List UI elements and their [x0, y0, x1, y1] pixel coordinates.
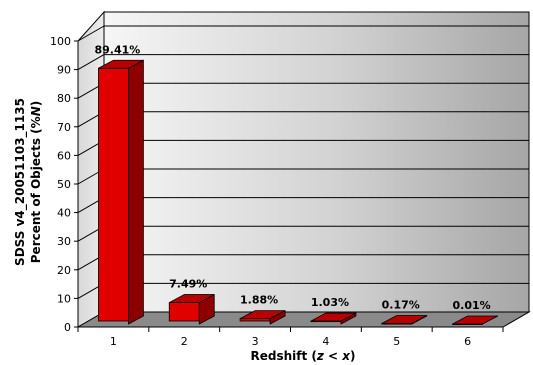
- y-tick-label: 90: [57, 64, 71, 77]
- y-tick-label: 30: [57, 235, 71, 248]
- data-label: 1.03%: [311, 296, 349, 309]
- bar: [381, 314, 428, 325]
- y-axis-title-part-1: Percent of Objects (%: [29, 116, 43, 263]
- x-axis-title-part-3: <: [324, 349, 342, 363]
- x-axis-title-part-4: x: [341, 349, 351, 363]
- data-label: 1.88%: [240, 294, 278, 307]
- y-tick-label: 100: [50, 35, 71, 48]
- back-wall: [103, 11, 530, 313]
- y-tick-label: 70: [57, 121, 71, 134]
- data-label: 0.01%: [452, 299, 490, 312]
- bar-front: [98, 67, 129, 322]
- bar-top: [452, 315, 498, 325]
- bar-top: [239, 310, 286, 320]
- y-tick-label: 60: [57, 149, 71, 162]
- data-labels: 89.41% 7.49% 1.88% 1.03% 0.17% 0.01%: [95, 43, 491, 312]
- y-tick-label: 0: [64, 321, 71, 334]
- bar-top: [310, 312, 357, 322]
- x-tick-label: 1: [110, 335, 117, 348]
- x-tick-label: 5: [393, 335, 400, 348]
- y-tick-label: 50: [57, 178, 71, 191]
- y-axis-title-line1: SDSS v4_20051103_1135: [13, 98, 28, 266]
- bar: [452, 315, 498, 325]
- x-axis-title: Redshift (z < x): [250, 349, 355, 363]
- x-tick-label: 4: [322, 335, 329, 348]
- y-axis-title-part-2: N: [29, 106, 43, 116]
- bar-top: [98, 59, 144, 69]
- y-axis-title-line2: Percent of Objects (%N): [29, 101, 43, 263]
- bar-side: [128, 59, 144, 325]
- gridline-diag: [77, 54, 105, 71]
- x-tick-label: 3: [252, 335, 259, 348]
- x-axis-title-part-1: Redshift (: [250, 349, 316, 363]
- bar: [98, 59, 144, 325]
- x-tick-label: 2: [181, 335, 188, 348]
- x-axis-title-part-2: z: [316, 349, 325, 363]
- y-axis: 0 10 20 30 40 50 60 70 80 90 100: [50, 35, 78, 334]
- data-label: 7.49%: [169, 278, 207, 291]
- bars: [98, 59, 498, 325]
- data-label: 89.41%: [95, 43, 141, 56]
- gridline-diag: [77, 25, 105, 42]
- y-axis-title-part-3: ): [29, 101, 43, 106]
- data-label: 0.17%: [382, 299, 420, 312]
- y-tick-label: 80: [57, 92, 71, 105]
- bar-front: [168, 302, 200, 322]
- gridlines: [77, 25, 529, 299]
- bar: [239, 309, 286, 325]
- y-tick-label: 20: [57, 264, 71, 277]
- x-axis-title-part-5: ): [350, 349, 355, 363]
- x-tick-label: 6: [464, 335, 471, 348]
- bar-top: [169, 294, 215, 303]
- y-tick-label: 10: [57, 292, 71, 305]
- y-tick-label: 40: [57, 207, 71, 220]
- bar: [310, 312, 357, 325]
- bar-top: [381, 315, 427, 324]
- bar: [168, 293, 215, 325]
- x-axis: 1 2 3 4 5 6: [77, 327, 504, 348]
